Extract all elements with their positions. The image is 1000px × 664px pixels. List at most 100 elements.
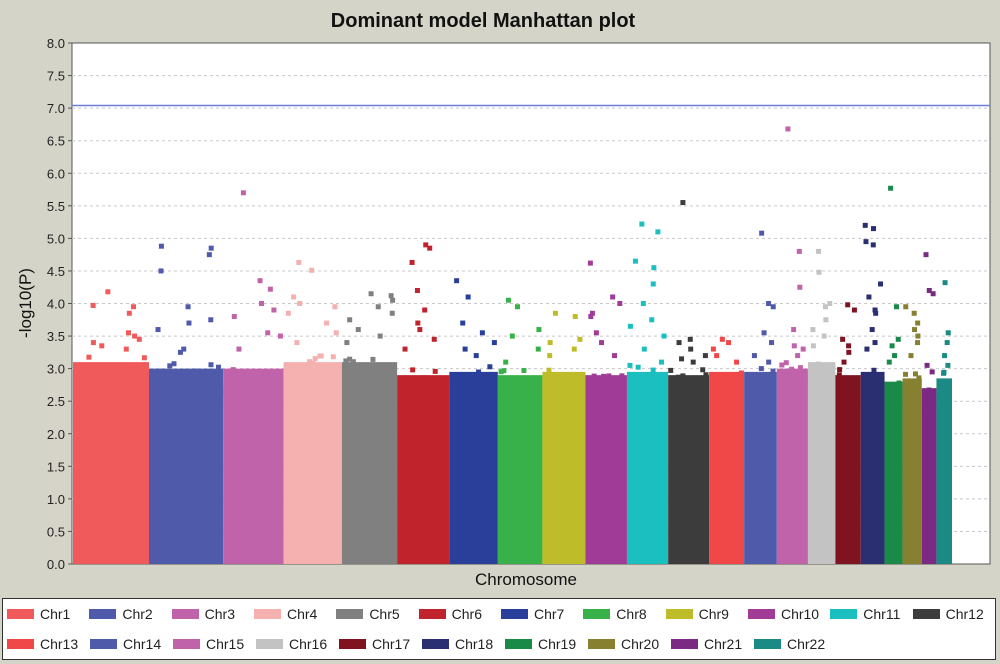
legend-label: Chr17 xyxy=(372,636,411,652)
snp-point-bulk xyxy=(343,374,349,380)
snp-point xyxy=(926,287,932,293)
snp-point xyxy=(593,330,599,336)
chromosome-bulk-chr8 xyxy=(497,375,543,564)
snp-point-bulk xyxy=(414,396,420,402)
snp-point xyxy=(552,310,558,316)
chromosome-bulk-chr6 xyxy=(397,375,450,564)
legend-label: Chr6 xyxy=(451,606,482,622)
snp-point xyxy=(505,297,511,303)
snp-point-bulk xyxy=(893,397,899,403)
snp-point xyxy=(333,330,339,336)
snp-point xyxy=(862,222,868,228)
snp-point-bulk xyxy=(797,387,803,393)
snp-point-bulk xyxy=(758,384,764,390)
snp-point xyxy=(627,323,633,329)
snp-point-bulk xyxy=(410,376,416,382)
legend-label: Chr1 xyxy=(40,606,71,622)
snp-point-bulk xyxy=(412,380,418,386)
snp-point xyxy=(473,353,479,359)
snp-point xyxy=(903,304,909,310)
snp-point-bulk xyxy=(620,398,626,404)
snp-point xyxy=(810,343,816,349)
snp-point-bulk xyxy=(96,369,102,375)
snp-point-bulk xyxy=(770,368,776,374)
legend-item-chr7: Chr7 xyxy=(500,606,583,622)
snp-point xyxy=(822,304,828,310)
snp-point-bulk xyxy=(588,379,594,385)
legend-label: Chr5 xyxy=(369,606,400,622)
chromosome-bulk-chr12 xyxy=(668,375,710,564)
snp-point xyxy=(99,343,105,349)
snp-point xyxy=(571,346,577,352)
snp-point-bulk xyxy=(423,389,429,395)
chromosome-bulk-chr7 xyxy=(449,371,498,564)
snp-point-bulk xyxy=(226,377,232,383)
legend-swatch xyxy=(89,609,117,619)
snp-point-bulk xyxy=(330,354,336,360)
manhattan-chart: 0.0 0.5 1.0 1.5 2.0 2.5 3.0 3.5 4.0 4.5 5.0 5.5 6.0 6… xyxy=(16,10,991,589)
y-tick-label: 1.0 xyxy=(47,492,65,507)
snp-point xyxy=(800,346,806,352)
chromosome-bulk-chr15 xyxy=(776,368,808,564)
snp-point xyxy=(465,294,471,300)
snp-point-bulk xyxy=(635,397,641,403)
snp-point xyxy=(415,320,421,326)
snp-point xyxy=(878,281,884,287)
snp-point-bulk xyxy=(668,367,674,373)
y-tick-label: 5.0 xyxy=(47,231,65,246)
snp-point xyxy=(929,369,935,375)
legend-item-chr16: Chr16 xyxy=(256,636,339,652)
legend-item-chr8: Chr8 xyxy=(583,606,665,622)
snp-point-bulk xyxy=(318,369,324,375)
snp-point xyxy=(514,304,520,310)
snp-point xyxy=(911,310,917,316)
snp-point xyxy=(236,346,242,352)
snp-point xyxy=(688,346,694,352)
snp-point-bulk xyxy=(854,386,860,392)
legend-item-chr17: Chr17 xyxy=(339,636,422,652)
data-points xyxy=(90,126,951,375)
legend-label: Chr19 xyxy=(538,636,577,652)
snp-point xyxy=(90,302,96,308)
snp-point-bulk xyxy=(576,380,582,386)
snp-point xyxy=(402,346,408,352)
snp-point-bulk xyxy=(227,373,233,379)
snp-point-bulk xyxy=(885,389,891,395)
snp-point xyxy=(841,359,847,365)
snp-point-bulk xyxy=(557,396,563,402)
snp-point-bulk xyxy=(112,371,118,377)
snp-point-bulk xyxy=(723,394,729,400)
snp-point-bulk xyxy=(230,367,236,373)
snp-point xyxy=(866,294,872,300)
snp-point xyxy=(547,340,553,346)
snp-point-bulk xyxy=(456,382,462,388)
snp-point xyxy=(136,336,142,342)
legend-label: Chr18 xyxy=(455,636,494,652)
snp-point xyxy=(132,333,138,339)
snp-point-bulk xyxy=(135,380,141,386)
snp-point xyxy=(873,310,879,316)
snp-point xyxy=(640,301,646,306)
snp-point-bulk xyxy=(491,386,497,392)
snp-point-bulk xyxy=(350,385,356,391)
snp-point xyxy=(915,320,921,326)
snp-point-bulk xyxy=(550,373,556,379)
snp-point-bulk xyxy=(843,383,849,389)
y-tick-label: 3.0 xyxy=(47,362,65,377)
snp-point-bulk xyxy=(599,385,605,391)
snp-point xyxy=(816,248,822,254)
snp-point-bulk xyxy=(141,355,147,361)
snp-point-bulk xyxy=(209,371,215,377)
snp-point-bulk xyxy=(650,367,656,373)
snp-point-bulk xyxy=(173,383,179,389)
snp-point-bulk xyxy=(366,362,372,368)
snp-point-bulk xyxy=(310,360,316,366)
snp-point xyxy=(895,336,901,342)
chromosome-bulk-bars xyxy=(73,353,952,564)
snp-point xyxy=(309,267,315,273)
snp-point-bulk xyxy=(895,401,901,407)
snp-point-bulk xyxy=(150,375,156,381)
snp-point-bulk xyxy=(867,397,873,403)
snp-point xyxy=(795,353,801,359)
snp-point-bulk xyxy=(308,375,314,381)
